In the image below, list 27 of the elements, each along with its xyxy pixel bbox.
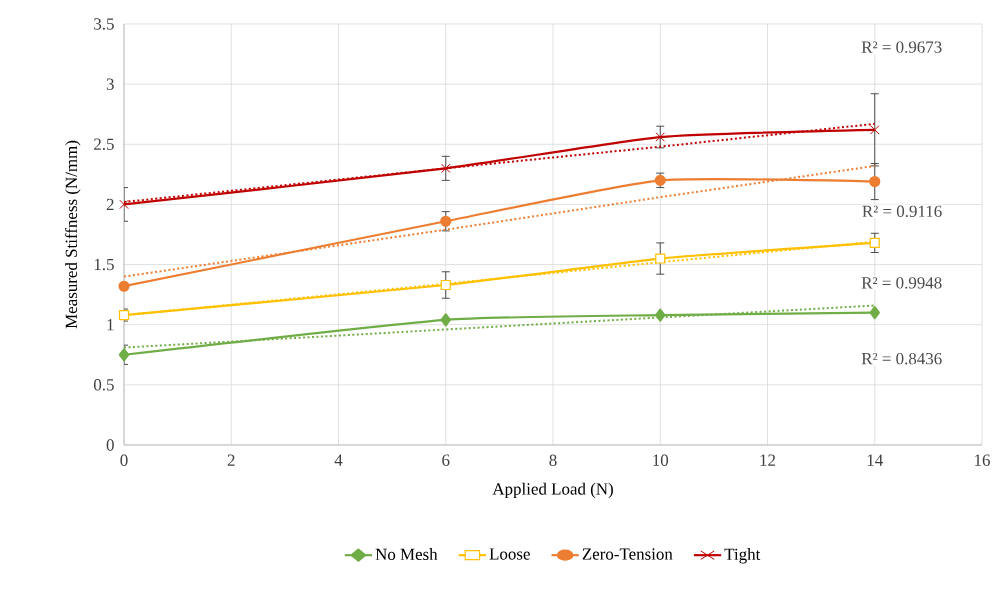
legend-label: Zero-Tension [582, 548, 673, 560]
y-axis-title: Measured Stiffness (N/mm) [64, 140, 81, 329]
annotation: R² = 0.9673 [861, 41, 942, 53]
annotation: R² = 0.9948 [861, 277, 942, 289]
y-tick-label: 2 [106, 198, 114, 211]
x-tick-label: 0 [120, 454, 128, 466]
y-tick-label: 1.5 [94, 258, 114, 271]
annotation: R² = 0.9116 [862, 205, 942, 218]
y-tick-label: 3 [106, 78, 114, 90]
x-tick-label: 16 [975, 454, 990, 466]
x-tick-label: 12 [760, 454, 776, 466]
y-tick-label: 2.5 [94, 138, 114, 150]
y-tick-label: 3.5 [94, 18, 114, 30]
x-tick-label: 14 [867, 454, 883, 466]
legend-label: No Mesh [375, 548, 438, 561]
legend-label: Tight [724, 548, 761, 564]
y-tick-label: 0.5 [93, 379, 114, 391]
y-tick-label: 1 [107, 319, 114, 331]
x-tick-label: 6 [442, 454, 450, 466]
y-tick-label: 0 [106, 439, 114, 451]
x-axis-title: Applied Load (N) [492, 482, 613, 499]
x-tick-label: 2 [227, 454, 235, 466]
x-tick-label: 4 [334, 454, 343, 466]
x-tick-label: 10 [653, 454, 669, 466]
x-tick-label: 8 [549, 454, 557, 466]
annotation: R² = 0.8436 [861, 352, 942, 365]
legend-label: Loose [489, 548, 530, 560]
